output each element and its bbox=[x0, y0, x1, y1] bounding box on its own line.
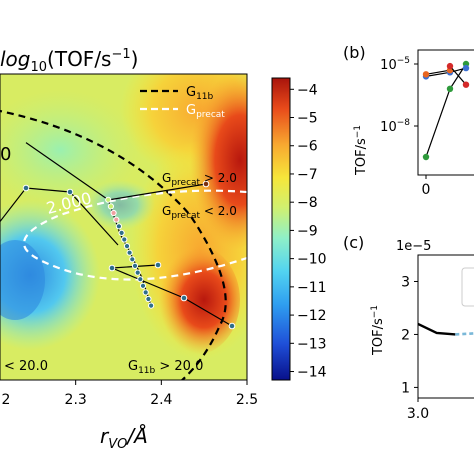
heatmap-cool-patch bbox=[85, 180, 155, 230]
path-series-point bbox=[148, 302, 155, 309]
annotation-gprecat-gt: Gprecat > 2.0 bbox=[162, 171, 237, 188]
heatmap-legend: G11b Gprecat bbox=[140, 85, 225, 120]
panel-b-ytick-label-1: 10−5 bbox=[380, 56, 410, 73]
path-series-point bbox=[139, 282, 147, 289]
panel-c-offset-label: 1e−5 bbox=[396, 239, 431, 254]
colorbar-ticks: −4 −5 −6 −7 −8 −9 −10 −11 −12 −13 −14 bbox=[290, 82, 327, 381]
heatmap-title: log10(TOF/s−1) bbox=[0, 47, 138, 75]
panel-b-letter: (b) bbox=[343, 43, 366, 62]
panel-b-point bbox=[462, 64, 470, 72]
panel-c-xtick-label: 3.0 bbox=[407, 406, 429, 422]
panel-b-series bbox=[422, 60, 470, 161]
panel-c-line bbox=[417, 322, 456, 336]
path-series-point bbox=[129, 256, 136, 263]
connector-markers bbox=[22, 180, 236, 330]
annotation-g11b-gt-20: G11b > 20.0 bbox=[128, 359, 203, 376]
path-series-point bbox=[110, 209, 117, 217]
heatmap-x-tick-label: 2.4 bbox=[150, 392, 172, 408]
panel-c-line bbox=[455, 332, 474, 336]
path-series bbox=[25, 142, 155, 309]
panel-c-legend-box bbox=[461, 267, 474, 307]
gprecat-contour bbox=[22, 189, 247, 281]
path-series-point bbox=[137, 276, 144, 283]
path-series-point bbox=[115, 223, 123, 230]
panel-b-ytick-label-2: 10−8 bbox=[380, 118, 410, 135]
path-series-point bbox=[126, 249, 133, 256]
colorbar-tick-label: −13 bbox=[297, 336, 327, 352]
panel-b-frame bbox=[417, 49, 474, 176]
path-series-point bbox=[123, 243, 131, 250]
heatmap-hot-region bbox=[180, 74, 247, 250]
panel-c: (c) 1e−5 TOF/s−1 1 2 3 3.0 bbox=[343, 233, 474, 422]
colorbar-tick-label: −7 bbox=[297, 167, 318, 183]
panel-c-ytick-label: 1 bbox=[401, 380, 410, 396]
path-series-point bbox=[105, 196, 112, 203]
heatmap-hot-region-lower bbox=[150, 245, 240, 355]
heatmap-frame bbox=[0, 73, 248, 381]
path-series-point bbox=[118, 229, 125, 236]
panel-b-point bbox=[446, 85, 454, 93]
heatmap-x-tick-label: 2 bbox=[2, 392, 11, 408]
colorbar: −4 −5 −6 −7 −8 −9 −10 −11 −12 −13 −14 bbox=[271, 77, 327, 381]
path-series-point bbox=[134, 269, 141, 276]
path-series-point bbox=[142, 289, 149, 296]
colorbar-tick-label: −14 bbox=[297, 365, 327, 381]
panel-c-letter: (c) bbox=[343, 233, 364, 252]
colorbar-tick-label: −8 bbox=[297, 195, 318, 211]
annotation-gprecat-lt: Gprecat < 2.0 bbox=[162, 204, 237, 221]
annotation-lt-20: < 20.0 bbox=[4, 359, 48, 374]
panel-b-point bbox=[462, 81, 470, 88]
heatmap-coldest-region bbox=[0, 240, 45, 320]
path-series-point bbox=[113, 216, 120, 223]
colorbar-tick-label: −5 bbox=[297, 111, 318, 127]
colorbar-tick-label: −6 bbox=[297, 139, 318, 155]
panel-b: (b) TOF/s−1 10−5 10−8 0 bbox=[343, 43, 474, 198]
colorbar-tick-label: −12 bbox=[297, 308, 327, 324]
path-series-point bbox=[131, 262, 139, 269]
panel-c-ytick-label: 3 bbox=[401, 274, 410, 290]
heatmap-field: 0 2.000 Gprecat > 2.0 Gprecat < 2.0 < 20… bbox=[0, 74, 247, 380]
colorbar-tick-label: −10 bbox=[297, 252, 327, 268]
path-series-point bbox=[107, 203, 115, 210]
path-series-line bbox=[25, 142, 152, 306]
heatmap-x-ticks: 2 2.3 2.4 2.5 bbox=[2, 380, 258, 408]
colorbar-tick-label: −11 bbox=[297, 280, 327, 296]
panel-b-line bbox=[449, 65, 467, 86]
panel-b-y-label: TOF/s−1 bbox=[353, 125, 369, 176]
path-series-point bbox=[145, 295, 152, 303]
panel-b-point bbox=[446, 62, 454, 70]
legend-g11b-label: G11b bbox=[186, 85, 214, 102]
colorbar-gradient bbox=[271, 77, 291, 381]
heatmap-panel: 0 2.000 Gprecat > 2.0 Gprecat < 2.0 < 20… bbox=[0, 47, 258, 452]
panel-c-ytick-label: 2 bbox=[401, 327, 410, 343]
heatmap-x-tick-label: 2.5 bbox=[236, 392, 258, 408]
panel-c-frame bbox=[417, 254, 474, 399]
panel-b-xtick-label: 0 bbox=[422, 182, 431, 198]
path-series-point bbox=[121, 236, 128, 243]
panel-c-y-label: TOF/s−1 bbox=[370, 305, 386, 356]
colorbar-tick-label: −9 bbox=[297, 223, 318, 239]
colorbar-tick-label: −4 bbox=[297, 82, 318, 98]
panel-b-point bbox=[422, 71, 430, 78]
panel-b-point bbox=[422, 153, 430, 161]
heatmap-x-tick-label: 2.3 bbox=[65, 392, 87, 408]
legend-gprecat-label: Gprecat bbox=[186, 103, 225, 120]
panel-b-line bbox=[425, 69, 451, 75]
heatmap-x-label: rVO/Å bbox=[100, 424, 148, 452]
panel-c-series bbox=[417, 322, 474, 336]
annotation-zero: 0 bbox=[0, 144, 11, 165]
panel-c-y-ticks: 1 2 3 bbox=[401, 274, 418, 396]
